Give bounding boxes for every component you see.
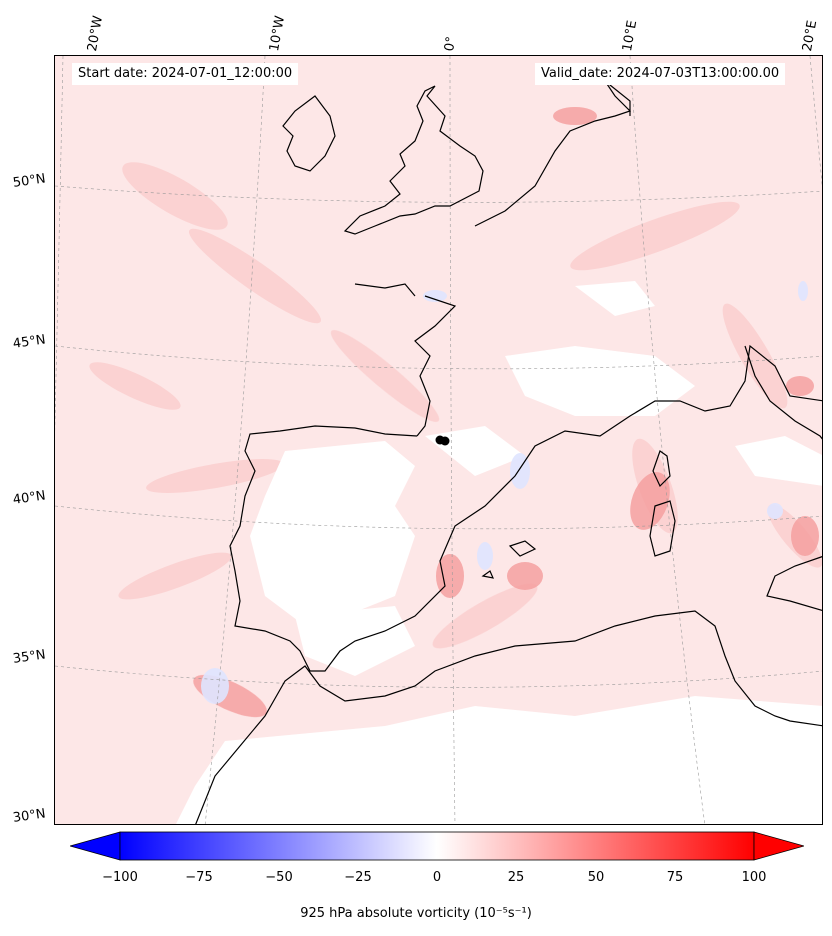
- vorticity-near-zero-areas: [176, 281, 822, 824]
- colorbar-tick: 100: [741, 870, 767, 885]
- lat-label-40n: 40°N: [12, 488, 47, 508]
- colorbar-gradient: [119, 831, 755, 861]
- colorbar-tick: 75: [666, 870, 684, 885]
- lon-label-10e: 10°E: [620, 19, 641, 53]
- colorbar-tick: −75: [185, 870, 213, 885]
- colorbar-tick: −25: [344, 870, 372, 885]
- colorbar: [70, 831, 804, 861]
- lat-label-45n: 45°N: [12, 332, 47, 352]
- valid-date-label: Valid_date: 2024-07-03T13:00:00.00: [535, 63, 786, 85]
- colorbar-label: 925 hPa absolute vorticity (10⁻⁵s⁻¹): [300, 906, 532, 921]
- location-marker: [435, 435, 450, 446]
- vorticity-map: [54, 55, 823, 825]
- lat-label-50n: 50°N: [12, 171, 47, 191]
- colorbar-tick: −50: [265, 870, 293, 885]
- lat-label-35n: 35°N: [12, 647, 47, 667]
- start-date-label: Start date: 2024-07-01_12:00:00: [72, 63, 299, 85]
- graticule: [55, 56, 822, 824]
- lon-label-20w: 20°W: [85, 14, 107, 53]
- colorbar-tick: 0: [432, 870, 442, 885]
- colorbar-tick: 50: [587, 870, 605, 885]
- colorbar-extend-high: [753, 831, 804, 861]
- lon-label-20e: 20°E: [800, 19, 821, 53]
- lon-label-0: 0°: [442, 35, 460, 53]
- colorbar-tick: −100: [102, 870, 138, 885]
- colorbar-tick: 25: [507, 870, 525, 885]
- lon-label-10w: 10°W: [267, 14, 289, 53]
- map-canvas: [55, 56, 822, 824]
- colorbar-extend-low: [70, 831, 121, 861]
- lat-label-30n: 30°N: [12, 806, 47, 826]
